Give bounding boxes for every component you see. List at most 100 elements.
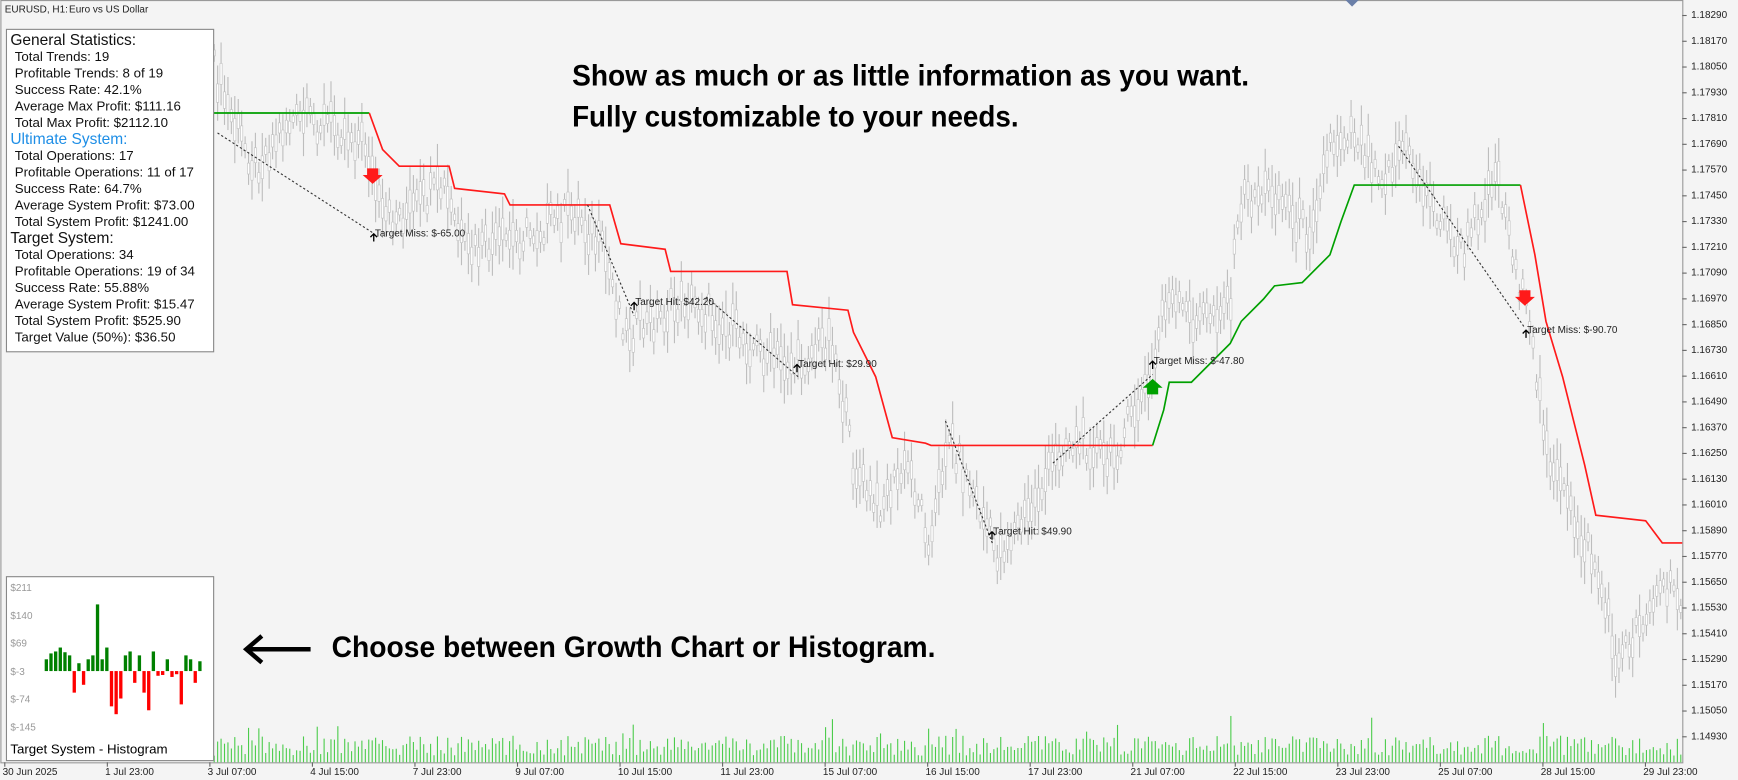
candle-body bbox=[446, 186, 450, 209]
candle-body bbox=[758, 339, 762, 352]
candle-body bbox=[556, 205, 560, 219]
candle-body bbox=[1414, 170, 1418, 188]
candle-body bbox=[731, 303, 735, 326]
time-label: 7 Jul 23:00 bbox=[413, 767, 462, 778]
candle-body bbox=[1638, 615, 1642, 637]
candle-body bbox=[425, 205, 429, 215]
candle-body bbox=[1607, 598, 1611, 616]
symbol: EURUSD, H1: bbox=[5, 5, 68, 16]
trade-label: Target Hit: $42.20 bbox=[635, 297, 714, 308]
candle-body bbox=[727, 334, 731, 349]
candle-body bbox=[635, 311, 639, 319]
candle-body bbox=[806, 358, 810, 373]
stat-line: Target Value (50%): $36.50 bbox=[15, 330, 176, 345]
time-label: 10 Jul 15:00 bbox=[618, 767, 673, 778]
candle-body bbox=[1043, 468, 1047, 492]
candle-body bbox=[844, 397, 848, 413]
candle-body bbox=[1119, 450, 1123, 458]
section-title: Ultimate System: bbox=[10, 131, 127, 148]
candle-body bbox=[1394, 143, 1398, 167]
candle-body bbox=[274, 134, 278, 152]
candle-body bbox=[1614, 655, 1617, 677]
candle-body bbox=[940, 471, 944, 486]
histogram-bar bbox=[133, 671, 137, 683]
candle-body bbox=[710, 315, 714, 331]
candle-body bbox=[1610, 635, 1614, 659]
candle-body bbox=[1332, 141, 1336, 155]
candle-body bbox=[621, 333, 625, 341]
histogram-bar bbox=[137, 655, 142, 672]
candle-body bbox=[1541, 424, 1545, 441]
histogram-title: Target System - Histogram bbox=[10, 742, 167, 757]
candle-body bbox=[1445, 218, 1449, 232]
candle-body bbox=[1050, 452, 1054, 472]
stat-line: Success Rate: 42.1% bbox=[15, 82, 142, 97]
candle-body bbox=[1335, 135, 1339, 157]
trade-marker bbox=[1522, 329, 1530, 338]
time-label: 22 Jul 15:00 bbox=[1233, 767, 1288, 778]
histogram-bar bbox=[100, 659, 104, 672]
candle-body bbox=[1054, 443, 1058, 466]
candle-body bbox=[673, 298, 676, 322]
candle-body bbox=[1566, 485, 1569, 509]
candle-body bbox=[1225, 285, 1229, 304]
candle-body bbox=[638, 300, 642, 321]
candle-body bbox=[1181, 303, 1185, 311]
trade-marker bbox=[793, 363, 801, 373]
candle-body bbox=[865, 489, 869, 502]
candle-body bbox=[490, 232, 494, 255]
candle-body bbox=[1514, 259, 1518, 270]
candle-body bbox=[1329, 132, 1332, 143]
candle-body bbox=[892, 469, 896, 478]
histogram-bar bbox=[188, 659, 193, 672]
candle-body bbox=[1669, 570, 1672, 583]
candle-body bbox=[1174, 294, 1178, 313]
candle-body bbox=[1349, 115, 1353, 133]
candle-body bbox=[1373, 159, 1377, 169]
candle-body bbox=[748, 349, 752, 368]
candle-body bbox=[1411, 163, 1415, 179]
candle-body bbox=[298, 110, 302, 122]
candle-body bbox=[1387, 160, 1391, 168]
candle-body bbox=[686, 300, 690, 321]
candle-body bbox=[549, 202, 553, 215]
histogram-bar bbox=[142, 671, 146, 693]
candle-body bbox=[624, 318, 628, 331]
candle-body bbox=[614, 300, 618, 320]
candle-body bbox=[1287, 194, 1291, 213]
candle-body bbox=[1208, 313, 1212, 324]
candle-body bbox=[1037, 487, 1040, 512]
price-label: 1.17810 bbox=[1691, 113, 1727, 124]
candle-body bbox=[247, 162, 250, 175]
candle-body bbox=[1026, 498, 1030, 523]
candle-body bbox=[1645, 613, 1648, 626]
candle-body bbox=[260, 155, 264, 179]
candle-body bbox=[875, 482, 879, 506]
candle-body bbox=[662, 317, 666, 333]
headline: Show as much or as little information as… bbox=[572, 59, 1249, 92]
price-label: 1.16850 bbox=[1691, 319, 1727, 330]
candle-body bbox=[1126, 406, 1130, 415]
candle-body bbox=[515, 230, 518, 243]
stat-line: Total System Profit: $1241.00 bbox=[15, 214, 189, 229]
candle-body bbox=[1294, 221, 1298, 243]
candle-body bbox=[1408, 145, 1411, 156]
candle-body bbox=[855, 468, 858, 489]
candle-body bbox=[1140, 389, 1143, 403]
price-label: 1.16610 bbox=[1691, 371, 1727, 382]
candle-body bbox=[569, 205, 573, 221]
candle-body bbox=[494, 222, 498, 240]
candle-body bbox=[1490, 183, 1494, 198]
trade-line bbox=[1052, 374, 1154, 464]
time-label: 30 Jun 2025 bbox=[3, 767, 58, 778]
sell-arrow bbox=[362, 168, 383, 184]
candle-body bbox=[1236, 220, 1240, 229]
time-label: 15 Jul 07:00 bbox=[823, 767, 878, 778]
candle-body bbox=[944, 442, 948, 467]
candle-body bbox=[1452, 246, 1456, 258]
candle-body bbox=[1167, 292, 1171, 309]
candle-body bbox=[1019, 519, 1023, 533]
candle-body bbox=[1246, 181, 1250, 200]
candle-body bbox=[226, 94, 230, 113]
candle-body bbox=[315, 131, 319, 145]
